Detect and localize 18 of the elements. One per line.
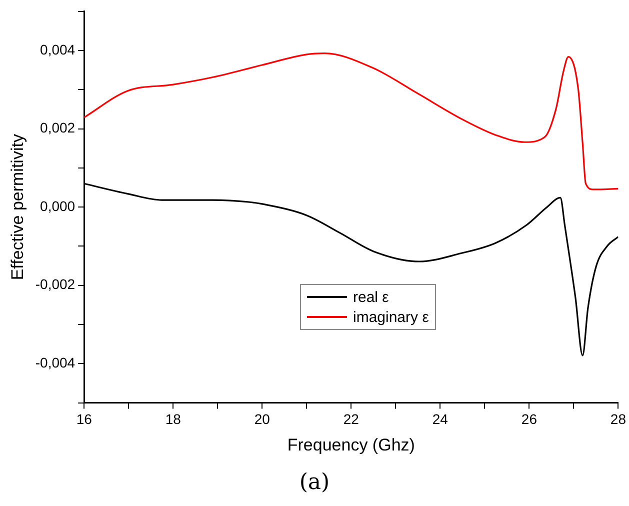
line-series — [84, 52, 618, 190]
x-tick-label: 26 — [521, 411, 538, 428]
x-axis-title: Frequency (Ghz) — [287, 435, 415, 454]
x-tick-label: 28 — [610, 411, 626, 428]
y-tick-label: -0,002 — [35, 276, 76, 292]
x-tick-label: 18 — [165, 411, 182, 428]
y-tick-label: -0,004 — [35, 354, 76, 371]
y-tick-label: 0,000 — [40, 198, 76, 214]
x-tick-label: 20 — [254, 411, 270, 428]
text: (a) — [298, 470, 331, 495]
legend-label: imaginary ε — [353, 308, 429, 326]
y-axis-title: Effective permitivity — [8, 134, 27, 280]
x-tick-label: 22 — [343, 411, 360, 428]
x-tick-label: 24 — [432, 411, 448, 428]
x-tick-label: 16 — [76, 411, 92, 428]
legend-label: real ε — [353, 288, 389, 306]
y-tick-label: 0,004 — [40, 41, 76, 58]
y-tick-label: 0,002 — [40, 120, 76, 136]
